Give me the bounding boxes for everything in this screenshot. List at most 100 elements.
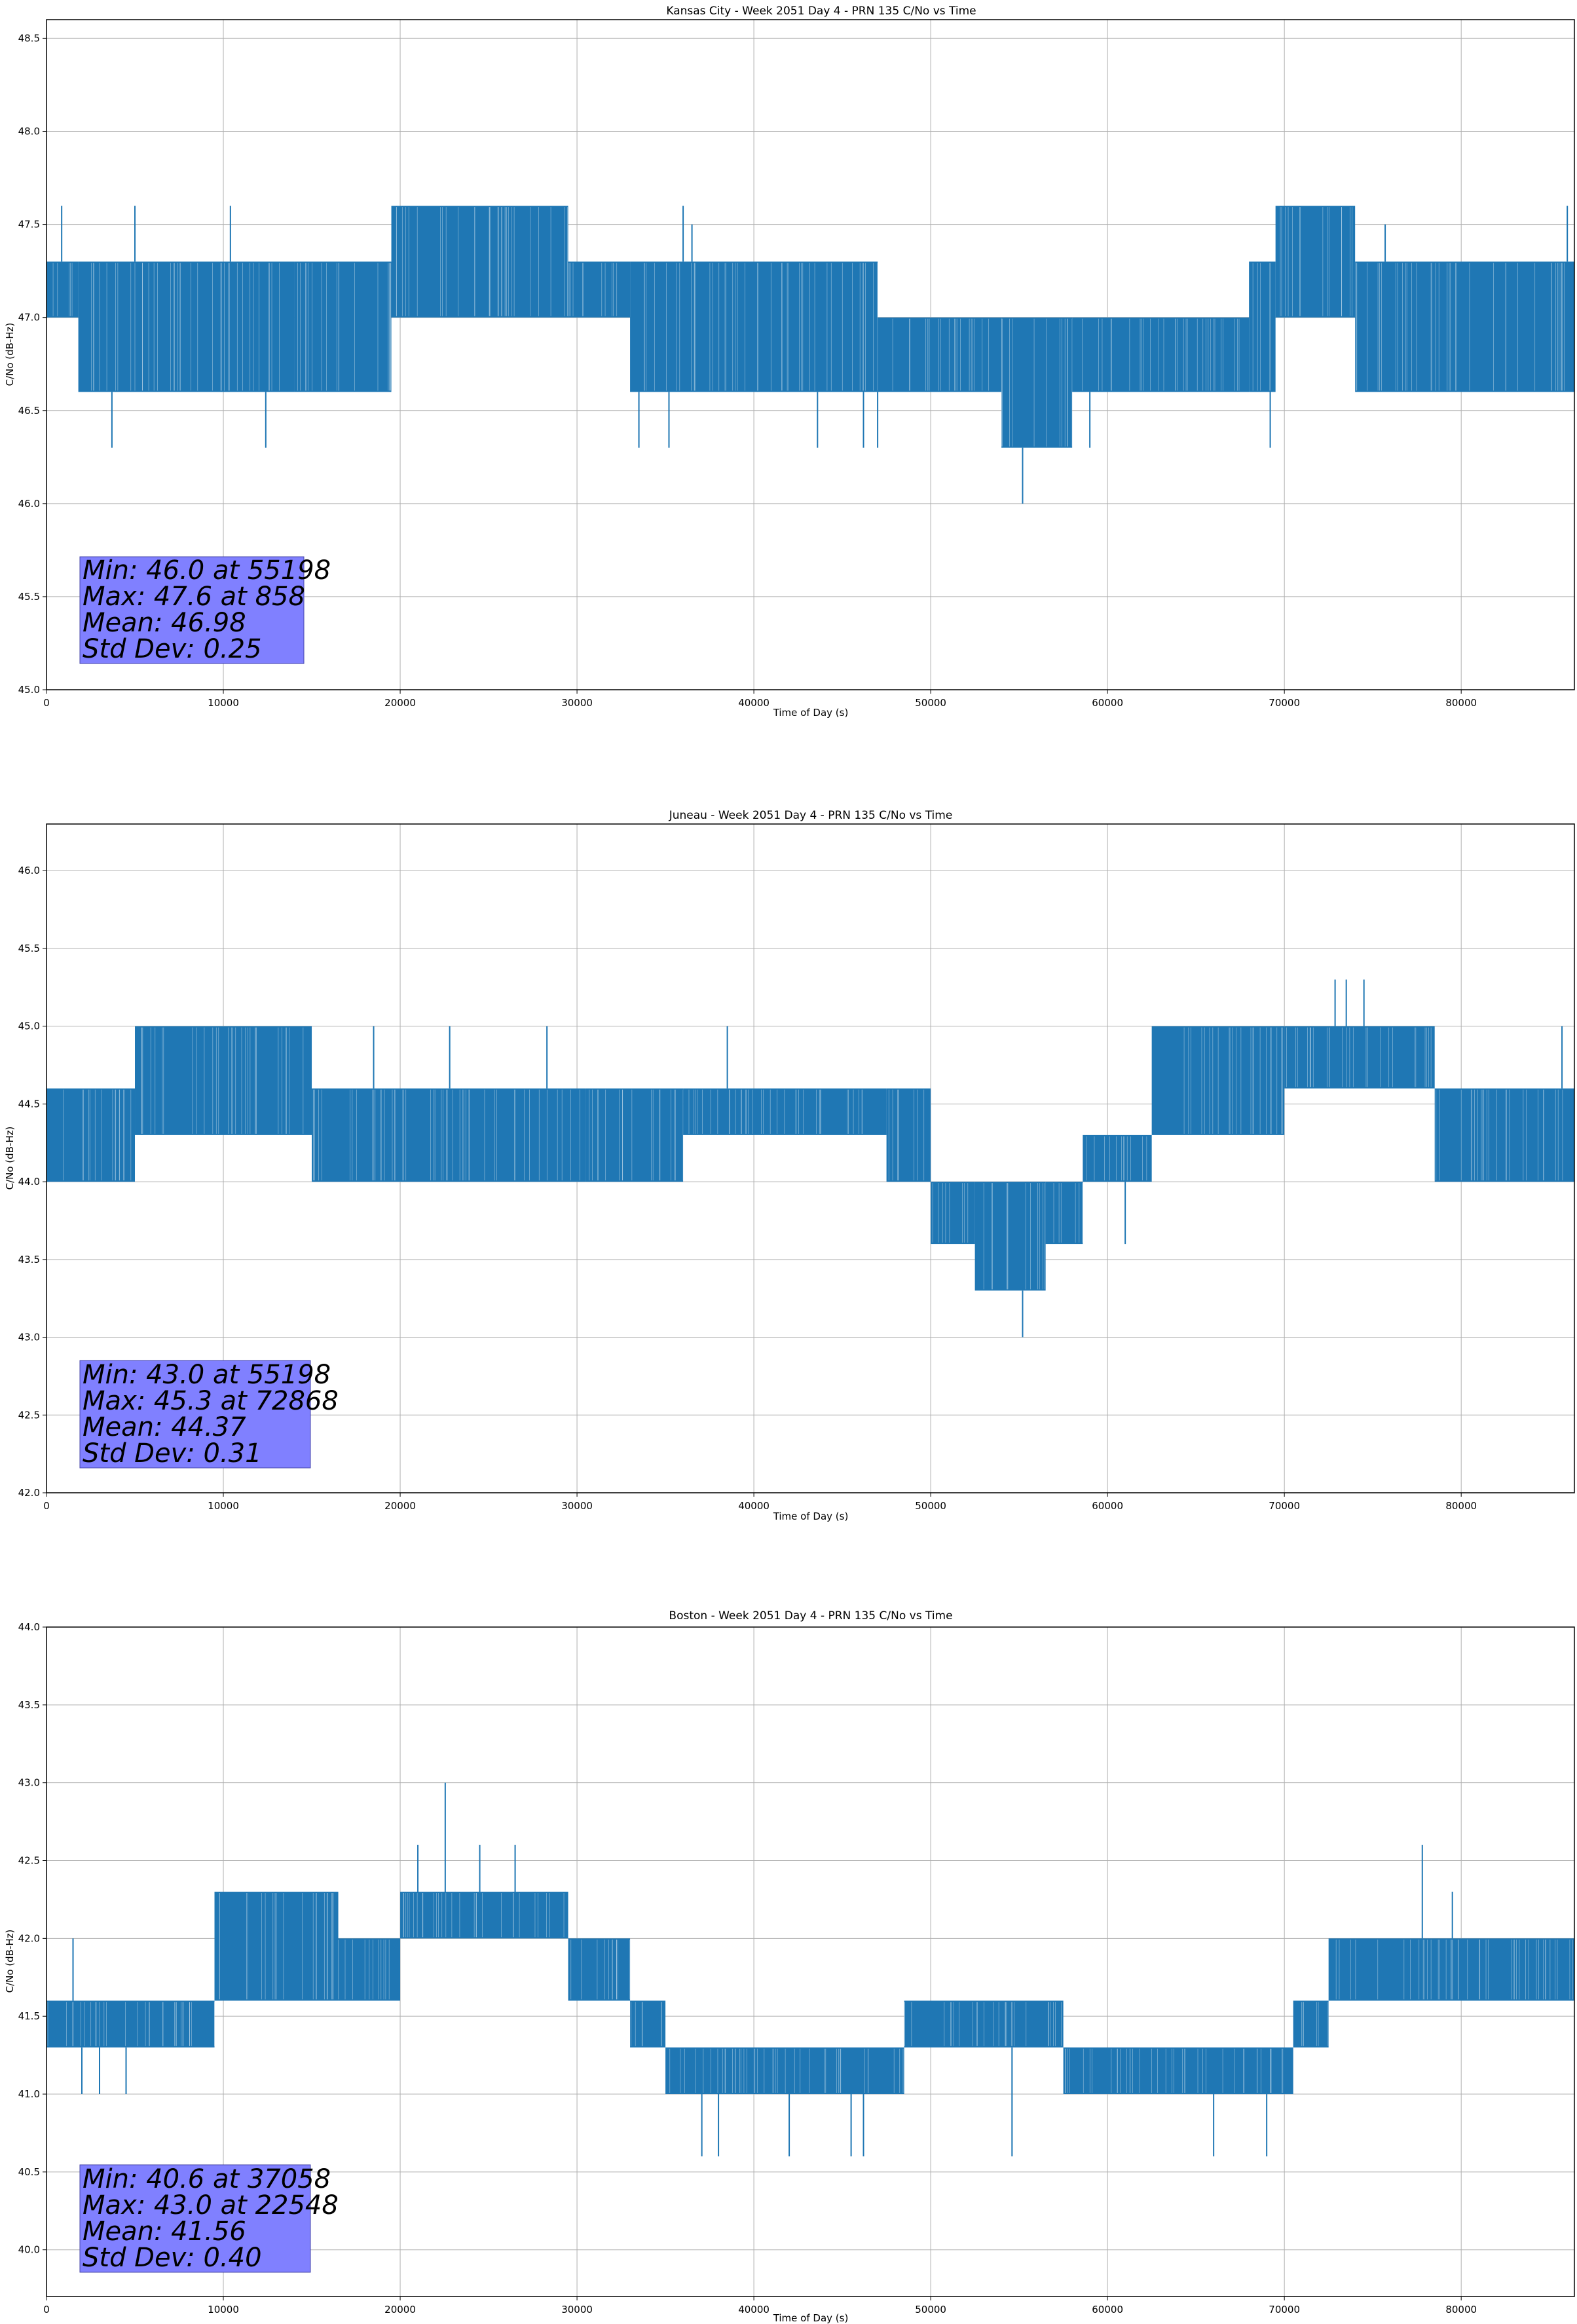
x-tick-label: 0 (43, 2304, 50, 2315)
series-band (630, 261, 878, 392)
stats-box: Min: 40.6 at 37058 Max: 43.0 at 22548 Me… (79, 2164, 339, 2273)
series-cno (46, 979, 1574, 1338)
series-band (974, 1182, 1046, 1291)
x-tick-label: 80000 (1445, 697, 1477, 709)
chart-juneau: Juneau - Week 2051 Day 4 - PRN 135 C/No … (4, 809, 1575, 1522)
series-band (294, 261, 392, 392)
x-tick-label: 30000 (561, 2304, 593, 2315)
chart-title: Juneau - Week 2051 Day 4 - PRN 135 C/No … (669, 809, 953, 822)
y-tick-label: 48.5 (18, 32, 40, 44)
stat-std-dev: Std Dev: 0.40 (83, 2243, 262, 2273)
x-tick-label: 60000 (1092, 697, 1123, 709)
x-tick-label: 50000 (915, 2304, 946, 2315)
y-axis-label: C/No (dB-Hz) (4, 323, 16, 386)
series-band (1293, 2000, 1329, 2048)
y-tick-label: 46.0 (18, 498, 40, 510)
x-axis-ticks: 0 10000 20000 30000 40000 50000 60000 70000 8000… (43, 2296, 1477, 2315)
plot-area (46, 823, 1575, 1493)
y-axis-label: C/No (dB-Hz) (4, 1127, 16, 1190)
series-band (1249, 261, 1276, 392)
x-tick-label: 0 (43, 1500, 50, 1512)
chart-title: Kansas City - Week 2051 Day 4 - PRN 135 … (666, 5, 976, 18)
plot-area (46, 1626, 1575, 2297)
y-axis-ticks: 45.0 45.5 46.0 46.5 47.0 47.5 48.0 48.5 (18, 32, 46, 696)
chart-title: Boston - Week 2051 Day 4 - PRN 135 C/No … (669, 1609, 952, 1622)
stats-box: Min: 46.0 at 55198 Max: 47.6 at 858 Mean… (79, 555, 331, 664)
y-axis-label: C/No (dB-Hz) (4, 1930, 16, 1993)
series-band (1284, 1026, 1435, 1089)
stat-min: Min: 40.6 at 37058 (83, 2164, 331, 2194)
stat-min: Min: 46.0 at 55198 (83, 555, 331, 586)
y-tick-label: 44.0 (18, 1621, 40, 1633)
series-band (904, 2000, 1064, 2048)
stat-mean: Mean: 44.37 (83, 1412, 246, 1442)
x-tick-label: 20000 (384, 697, 416, 709)
series-band (683, 1088, 887, 1135)
series-band (931, 1182, 975, 1245)
series-band (665, 2047, 904, 2095)
stat-max: Max: 47.6 at 858 (83, 582, 305, 612)
y-tick-label: 42.0 (18, 1487, 40, 1499)
x-tick-label: 50000 (915, 1500, 946, 1512)
series-band (46, 1088, 136, 1182)
series-band (400, 1892, 568, 1939)
x-axis-label: Time of Day (s) (773, 1510, 849, 1522)
x-tick-label: 10000 (208, 1500, 239, 1512)
stat-mean: Mean: 41.56 (83, 2217, 246, 2247)
x-tick-label: 50000 (915, 697, 946, 709)
series-band (214, 1892, 339, 2001)
x-tick-label: 80000 (1445, 1500, 1477, 1512)
x-tick-label: 70000 (1269, 697, 1300, 709)
y-tick-label: 41.5 (18, 2010, 40, 2022)
x-tick-label: 60000 (1092, 2304, 1123, 2315)
x-tick-label: 0 (43, 697, 50, 709)
y-tick-label: 40.0 (18, 2244, 40, 2256)
x-tick-label: 40000 (738, 1500, 770, 1512)
x-tick-label: 40000 (738, 697, 770, 709)
stat-std-dev: Std Dev: 0.31 (83, 1438, 262, 1469)
y-tick-label: 43.5 (18, 1699, 40, 1711)
series-band (46, 2000, 215, 2048)
chart-kansas-city: Kansas City - Week 2051 Day 4 - PRN 135 … (4, 5, 1575, 719)
y-tick-label: 45.5 (18, 943, 40, 954)
x-axis-label: Time of Day (s) (773, 707, 849, 719)
x-tick-label: 80000 (1445, 2304, 1477, 2315)
x-tick-label: 60000 (1092, 1500, 1123, 1512)
y-tick-label: 40.5 (18, 2166, 40, 2178)
x-tick-label: 70000 (1269, 1500, 1300, 1512)
stat-mean: Mean: 46.98 (83, 608, 246, 638)
series-band (78, 261, 295, 392)
y-tick-label: 47.5 (18, 219, 40, 231)
stat-max: Max: 43.0 at 22548 (83, 2190, 339, 2221)
x-axis-ticks: 0 10000 20000 30000 40000 50000 60000 70000 8000… (43, 690, 1477, 709)
x-axis-ticks: 0 10000 20000 30000 40000 50000 60000 70000 8000… (43, 1493, 1477, 1512)
series-band (1083, 1134, 1152, 1182)
series-band (135, 1026, 312, 1135)
series-band (391, 206, 568, 318)
series-band (1001, 317, 1073, 448)
series-cno (46, 206, 1574, 504)
y-tick-label: 45.0 (18, 1021, 40, 1032)
series-band (1045, 1182, 1083, 1245)
y-tick-label: 43.0 (18, 1332, 40, 1343)
x-tick-label: 10000 (208, 2304, 239, 2315)
series-band (878, 317, 1002, 392)
series-band (46, 261, 79, 318)
y-tick-label: 46.5 (18, 405, 40, 417)
plot-area (46, 19, 1575, 690)
series-band (568, 261, 631, 318)
y-axis-ticks: 40.0 40.5 41.0 41.5 42.0 42.5 43.0 43.5 44.0 (18, 1621, 46, 2256)
series-band (585, 1088, 684, 1182)
x-tick-label: 30000 (561, 1500, 593, 1512)
stats-box-background (79, 556, 305, 664)
series-cno (46, 1782, 1574, 2157)
series-band (568, 1938, 631, 2001)
y-tick-label: 41.0 (18, 2088, 40, 2100)
series-band (1328, 1938, 1574, 2001)
y-tick-label: 44.5 (18, 1098, 40, 1110)
series-band (886, 1088, 931, 1182)
series-band (1355, 261, 1574, 392)
series-band (1434, 1088, 1574, 1182)
x-tick-label: 40000 (738, 2304, 770, 2315)
series-band (1063, 2047, 1293, 2095)
